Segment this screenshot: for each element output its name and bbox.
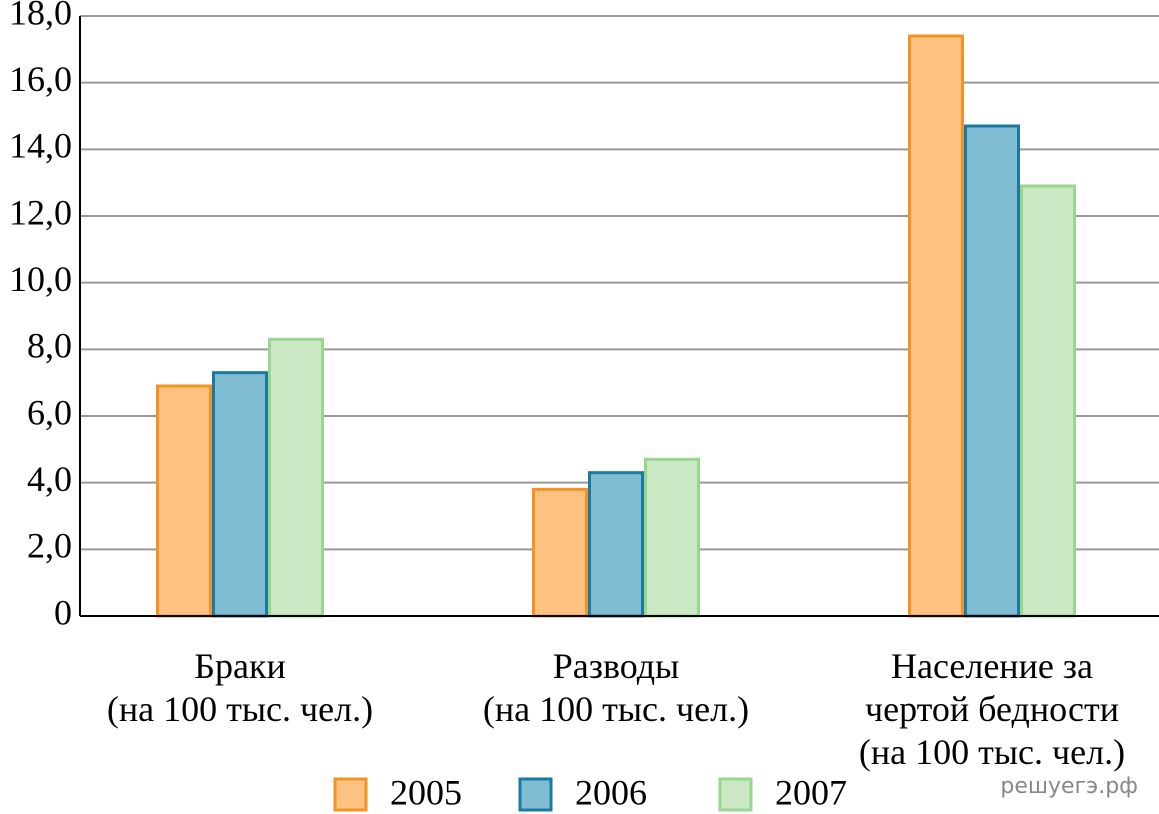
y-tick-label: 2,0: [27, 526, 72, 566]
bar: [964, 124, 1020, 618]
x-tick-label: Население за чертой бедности (на 100 тыс…: [858, 646, 1126, 772]
legend-label: 2006: [575, 772, 647, 812]
legend-label: 2005: [390, 772, 462, 812]
y-tick-label: 8,0: [27, 326, 72, 366]
bar: [268, 337, 324, 618]
watermark: решуегэ.рф: [1000, 774, 1138, 799]
legend-swatch: [718, 777, 753, 812]
bar: [908, 34, 964, 618]
bar: [1020, 184, 1076, 618]
x-tick-label: Браки (на 100 тыс. чел.): [106, 646, 374, 729]
y-tick-label: 12,0: [9, 192, 72, 232]
legend-swatch: [333, 777, 368, 812]
y-tick-label: 0: [54, 592, 72, 632]
bar: [588, 471, 644, 618]
legend-swatch: [518, 777, 553, 812]
bar: [644, 457, 700, 618]
bar: [532, 487, 588, 618]
y-tick-label: 6,0: [27, 392, 72, 432]
bar: [212, 371, 268, 618]
bar: [156, 384, 212, 618]
y-tick-label: 10,0: [9, 259, 72, 299]
y-tick-label: 4,0: [27, 459, 72, 499]
y-tick-label: 18,0: [9, 0, 72, 32]
y-tick-label: 16,0: [9, 59, 72, 99]
x-tick-label: Разводы (на 100 тыс. чел.): [482, 646, 750, 729]
y-tick-label: 14,0: [9, 126, 72, 166]
legend-label: 2007: [775, 772, 847, 812]
